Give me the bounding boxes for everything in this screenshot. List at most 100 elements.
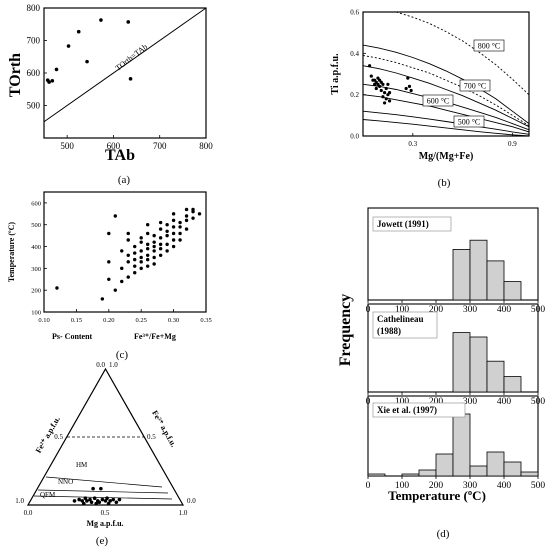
panel-b-isotherm-line [396, 11, 530, 96]
panel-c-point [126, 260, 130, 264]
panel-c-point [139, 260, 143, 264]
panel-a-ytick-label: 500 [27, 101, 41, 111]
ternary-bottom-tick-0: 0.0 [24, 509, 33, 517]
panel-b-point [386, 82, 390, 86]
isotherm-label-500-box [453, 115, 485, 128]
panel-c-point [100, 297, 105, 301]
panel-c-point [171, 225, 176, 229]
panel-c-point [184, 227, 189, 231]
panel-c-point [113, 288, 117, 292]
panel-c-point [165, 223, 169, 227]
panel-e-point [88, 497, 92, 502]
panel-e-point [106, 501, 111, 506]
panel-a-point [99, 18, 103, 22]
panel-c-point [55, 286, 59, 290]
panel-a-xtick-label: 700 [153, 141, 167, 151]
histogram-bar [452, 413, 471, 477]
panel-b-point [387, 99, 392, 103]
panel-b-point [384, 97, 388, 101]
panel-c-point [120, 266, 124, 271]
panel-e-point [91, 486, 95, 491]
panel-e-point [83, 496, 88, 501]
histogram-xtick-label: 300 [463, 397, 478, 407]
histogram-xtick-label: 0 [366, 481, 371, 491]
panel-c-point [158, 247, 163, 251]
panel-a-ytick-label: 600 [27, 68, 41, 78]
panel-b-isotherm-line [362, 44, 530, 124]
panel-a-frame [43, 7, 207, 139]
panel-c-point [152, 249, 156, 253]
histogram-xtick-label: 100 [395, 481, 410, 491]
panel-c-point [152, 240, 156, 244]
field-label-nno: NNO [58, 478, 73, 486]
panel-a-xtick-label: 500 [60, 141, 74, 151]
histogram-bar [469, 336, 488, 393]
panel-a-point [128, 77, 133, 81]
panel-a-annotation: TOrth=TAb [114, 42, 149, 72]
ternary-triangle [26, 367, 185, 506]
panel-e-point [114, 500, 119, 505]
histogram-xtick-label: 400 [497, 397, 512, 407]
histogram-xtick-label: 500 [531, 481, 546, 491]
panel-c-point [139, 255, 143, 260]
histogram-xtick-label: 300 [463, 481, 478, 491]
panel-e-point [94, 501, 98, 506]
panel-c-ytick-label: 600 [31, 200, 41, 207]
panel-c-point [152, 262, 156, 266]
isotherm-label-800-text: 800 °C [478, 42, 501, 51]
panel-e-point [82, 501, 86, 506]
panel-b-point [382, 91, 387, 95]
histogram-bar [452, 248, 471, 301]
panel-e-point [92, 496, 97, 501]
panel-c-point [165, 249, 169, 253]
panel-b-point [382, 101, 387, 105]
panel-c-point [184, 218, 189, 223]
histogram-bar [486, 451, 505, 477]
panel-a-points [45, 18, 133, 84]
panel-b-isotherm-line [362, 119, 530, 137]
isotherm-label-800-box [473, 39, 505, 52]
histogram-xtick-label: 200 [429, 481, 444, 491]
ternary-right-base-tick: 0.0 [187, 497, 196, 505]
panel-c-xtick-label: 0.20 [103, 317, 114, 324]
panel-c-point [107, 231, 111, 236]
panel-c-point [152, 233, 156, 238]
panel-b-xtick-label: 0.3 [408, 140, 417, 148]
isotherm-label-600-box [422, 94, 454, 107]
ternary-bottom-label: Mg a.p.f.u. [86, 519, 123, 528]
panel-c-point [178, 238, 182, 242]
panel-c: 0.10 0.15 0.20 0.25 0.30 0.35 100 200 300 400 500 6… [7, 191, 212, 361]
panel-b-xlabel: Mg/(Mg+Fe) [419, 151, 474, 162]
panel-b-ytick-label: 0.4 [350, 50, 359, 58]
panel-c-point [145, 264, 150, 268]
panel-a-point [54, 67, 59, 72]
histogram-xtick-label: 200 [429, 397, 444, 407]
panel-e-point [99, 486, 103, 491]
panel-c-point [178, 225, 182, 229]
panel-e-point [80, 499, 85, 503]
panel-c-point [158, 236, 163, 240]
panel-c-point [107, 277, 111, 281]
histogram-bar [503, 376, 522, 393]
panel-d-label: (d) [437, 528, 450, 540]
histogram-label-text: Jowett (1991) [377, 219, 429, 229]
panel-e-point [97, 500, 102, 505]
histogram-xtick-label: 100 [395, 305, 410, 315]
histogram-label-box [372, 216, 452, 232]
panel-e-point [85, 499, 89, 503]
isotherm-label-500: 500 °C [453, 115, 485, 128]
panel-e-point [89, 500, 94, 505]
isotherm-label-800: 800 °C [473, 39, 505, 52]
panel-b-point [381, 82, 385, 86]
panel-c-point [126, 238, 130, 242]
panel-c-point [139, 236, 143, 240]
panel-c-xlabel: Ps- Content [52, 332, 93, 341]
histogram-label-box [372, 402, 466, 418]
panel-e-label: (e) [96, 535, 109, 547]
panel-a-label: (a) [118, 174, 131, 186]
panel-a: 500 600 700 800 500 600 700 800 TOrth=TAb TAb T… [7, 3, 213, 186]
nno-buffer-line [37, 489, 169, 494]
panel-e-point [103, 499, 108, 503]
ternary-left-base-tick: 1.0 [15, 497, 24, 505]
isotherm-label-700-box [459, 79, 491, 92]
